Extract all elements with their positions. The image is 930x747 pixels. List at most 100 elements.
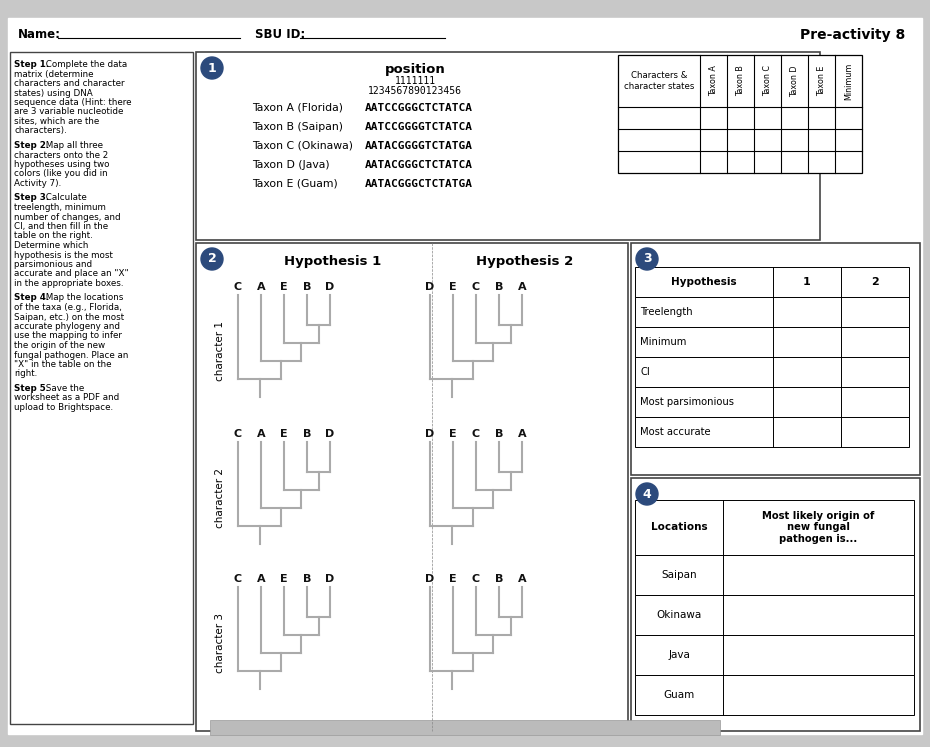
Text: CI: CI [640, 367, 650, 377]
Text: A: A [518, 574, 526, 584]
Text: C: C [234, 429, 242, 439]
Text: A: A [257, 429, 265, 439]
Text: Taxon C (Okinawa): Taxon C (Okinawa) [252, 141, 353, 151]
Circle shape [636, 248, 658, 270]
Text: number of changes, and: number of changes, and [14, 212, 121, 222]
Text: B: B [495, 574, 503, 584]
Text: use the mapping to infer: use the mapping to infer [14, 332, 122, 341]
Text: colors (like you did in: colors (like you did in [14, 170, 108, 179]
Text: fungal pathogen. Place an: fungal pathogen. Place an [14, 350, 128, 359]
Text: Guam: Guam [663, 690, 695, 700]
Text: 1: 1 [804, 277, 811, 287]
Text: Map the locations: Map the locations [43, 294, 123, 303]
Text: C: C [472, 429, 480, 439]
Text: D: D [326, 282, 335, 292]
Text: 2: 2 [207, 252, 217, 265]
Text: D: D [326, 429, 335, 439]
Text: A: A [518, 282, 526, 292]
Text: Map all three: Map all three [43, 141, 102, 150]
Text: upload to Brightspace.: upload to Brightspace. [14, 403, 113, 412]
Bar [196, 52, 820, 240]
Bar [635, 327, 909, 357]
Text: sites, which are the: sites, which are the [14, 117, 100, 126]
Text: position: position [385, 63, 445, 76]
Bar [631, 243, 920, 475]
Text: E: E [280, 574, 287, 584]
Text: SBU ID:: SBU ID: [255, 28, 305, 42]
Bar [635, 417, 909, 447]
Text: C: C [472, 574, 480, 584]
Text: Step 1.: Step 1. [14, 60, 49, 69]
Text: E: E [449, 282, 457, 292]
Text: Taxon C: Taxon C [763, 66, 772, 96]
Text: states) using DNA: states) using DNA [14, 88, 93, 98]
Text: characters onto the 2: characters onto the 2 [14, 150, 108, 160]
Bar [210, 720, 720, 735]
Text: character 1: character 1 [215, 321, 225, 381]
Text: 2: 2 [871, 277, 879, 287]
Text: Activity 7).: Activity 7). [14, 179, 61, 188]
Text: AATACGGGGTCTATGA: AATACGGGGTCTATGA [365, 141, 473, 151]
Circle shape [636, 483, 658, 505]
Text: character 3: character 3 [215, 613, 225, 673]
Circle shape [201, 248, 223, 270]
Text: Locations: Locations [651, 522, 708, 533]
Text: 4: 4 [643, 488, 651, 500]
Bar [10, 52, 193, 724]
Text: Step 5.: Step 5. [14, 384, 49, 393]
Text: Complete the data: Complete the data [43, 60, 127, 69]
Text: 1: 1 [207, 61, 217, 75]
Text: AATCCGGGGTCTATCA: AATCCGGGGTCTATCA [365, 122, 473, 132]
Bar [635, 675, 914, 715]
Text: accurate and place an "X": accurate and place an "X" [14, 270, 128, 279]
Bar [635, 357, 909, 387]
Text: Determine which: Determine which [14, 241, 88, 250]
Text: worksheet as a PDF and: worksheet as a PDF and [14, 394, 119, 403]
Text: Treelength: Treelength [640, 307, 693, 317]
Text: the origin of the new: the origin of the new [14, 341, 105, 350]
Text: characters and character: characters and character [14, 79, 125, 88]
Text: Save the: Save the [43, 384, 84, 393]
Text: Name:: Name: [18, 28, 61, 42]
Text: Okinawa: Okinawa [657, 610, 701, 620]
Text: Hypothesis: Hypothesis [671, 277, 737, 287]
Text: A: A [257, 574, 265, 584]
Text: B: B [495, 282, 503, 292]
Text: accurate phylogeny and: accurate phylogeny and [14, 322, 120, 331]
Text: Minimum: Minimum [640, 337, 686, 347]
Text: Taxon A (Florida): Taxon A (Florida) [252, 103, 343, 113]
Text: Step 4.: Step 4. [14, 294, 49, 303]
Text: A: A [257, 282, 265, 292]
Text: Step 2.: Step 2. [14, 141, 49, 150]
Text: Saipan, etc.) on the most: Saipan, etc.) on the most [14, 312, 124, 321]
Text: are 3 variable nucleotide: are 3 variable nucleotide [14, 108, 124, 117]
Text: C: C [234, 574, 242, 584]
Text: hypotheses using two: hypotheses using two [14, 160, 110, 169]
Text: 1234567890123456: 1234567890123456 [368, 86, 462, 96]
Text: Hypothesis 2: Hypothesis 2 [476, 255, 574, 268]
Text: B: B [303, 282, 312, 292]
Text: B: B [303, 574, 312, 584]
Text: characters).: characters). [14, 126, 67, 135]
Text: "X" in the table on the: "X" in the table on the [14, 360, 112, 369]
Text: B: B [495, 429, 503, 439]
Bar [635, 387, 909, 417]
Text: AATACGGGCTCTATGA: AATACGGGCTCTATGA [365, 179, 473, 189]
Text: Most likely origin of
new fungal
pathogen is...: Most likely origin of new fungal pathoge… [763, 511, 875, 544]
Text: D: D [425, 282, 434, 292]
Text: AATCCGGGCTCTATCA: AATCCGGGCTCTATCA [365, 103, 473, 113]
Text: CI, and then fill in the: CI, and then fill in the [14, 222, 108, 231]
Text: character 2: character 2 [215, 468, 225, 528]
Text: Taxon B: Taxon B [736, 66, 745, 96]
Text: D: D [425, 574, 434, 584]
Text: B: B [303, 429, 312, 439]
Text: 3: 3 [643, 252, 651, 265]
Bar [631, 478, 920, 731]
Bar [635, 500, 914, 555]
Bar [635, 555, 914, 595]
Text: Taxon E (Guam): Taxon E (Guam) [252, 179, 338, 189]
Bar [196, 243, 628, 731]
Bar [618, 55, 862, 173]
Text: Taxon D (Java): Taxon D (Java) [252, 160, 329, 170]
Text: Saipan: Saipan [661, 570, 697, 580]
